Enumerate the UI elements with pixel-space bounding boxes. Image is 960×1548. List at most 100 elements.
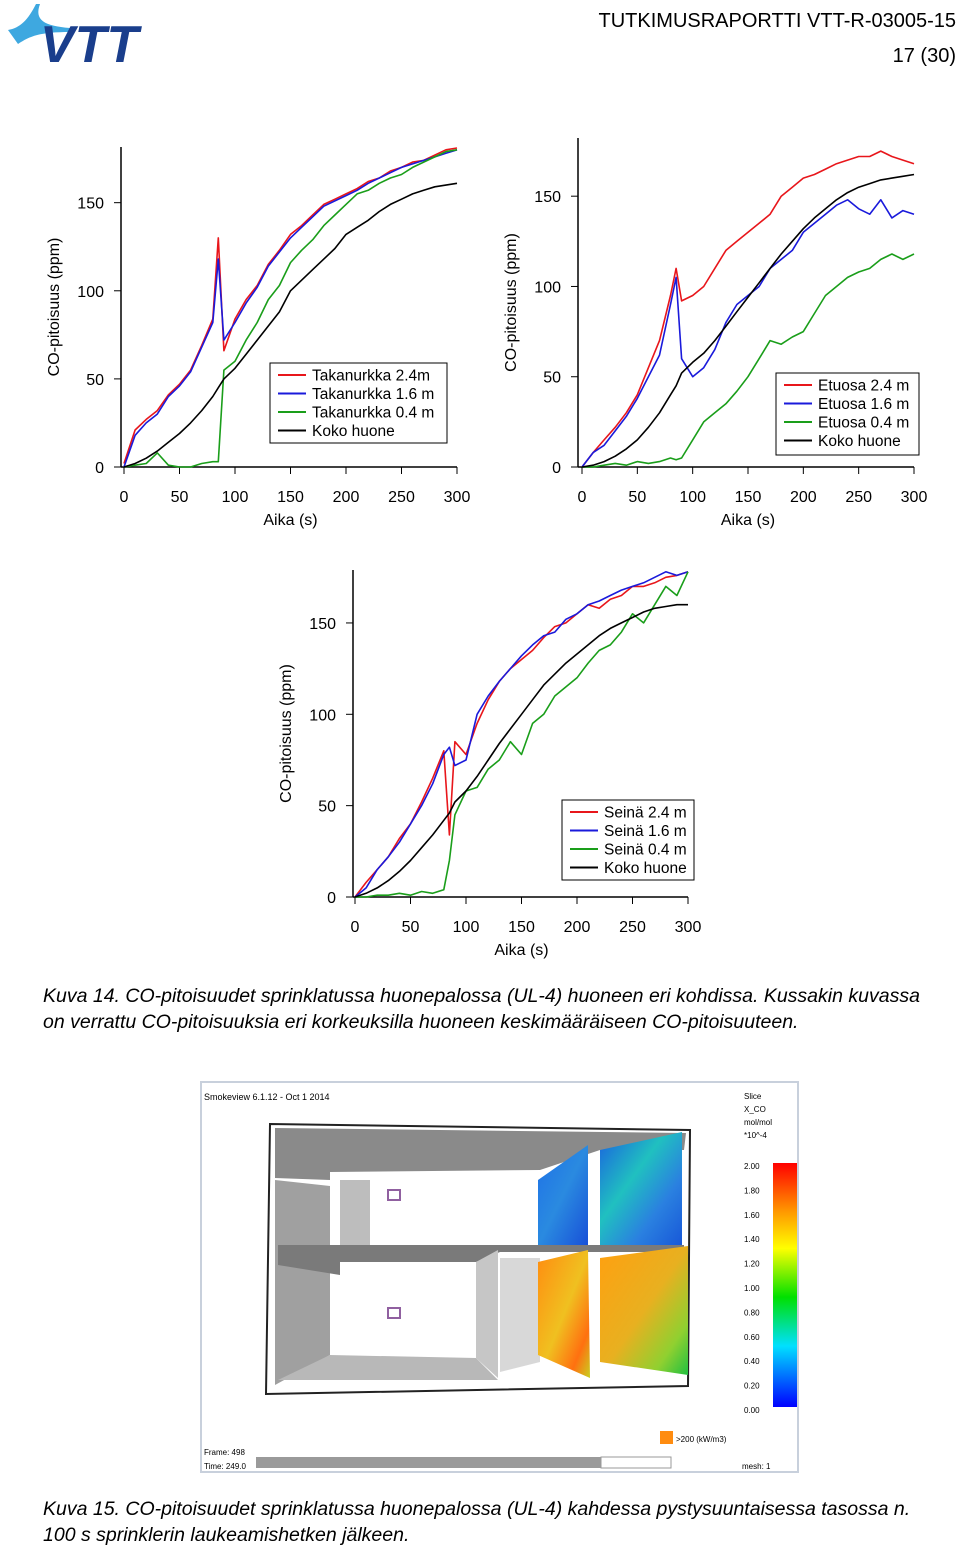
- slice-label: Slice: [744, 1092, 762, 1101]
- caption: Kuva 15. CO-pitoisuudet sprinklatussa hu…: [43, 1498, 911, 1546]
- colorbar-label: 0.20: [744, 1382, 760, 1391]
- colorbar-label: 2.00: [744, 1162, 760, 1171]
- y-tick-label: 100: [77, 284, 104, 301]
- slice-label: X_CO: [744, 1105, 766, 1114]
- legend-label: Etuosa 1.6 m: [818, 396, 909, 413]
- y-tick-label: 150: [77, 196, 104, 213]
- time-bar: [256, 1457, 601, 1468]
- colorbar-label: 1.80: [744, 1186, 760, 1195]
- x-tick-label: 0: [351, 919, 360, 936]
- y-tick-label: 50: [543, 370, 561, 387]
- data-line: [581, 199, 915, 468]
- data-line: [582, 253, 915, 468]
- x-tick-label: 250: [619, 919, 646, 936]
- hrr-legend: >200 (kW/m3): [676, 1435, 727, 1444]
- time-bar-rest: [600, 1456, 672, 1469]
- x-tick-label: 150: [735, 489, 762, 506]
- x-tick-label: 100: [679, 489, 706, 506]
- legend-label: Takanurkka 0.4 m: [312, 405, 434, 422]
- floor-slab: [278, 1245, 684, 1275]
- screenshot: Smokeview 6.1.12 - Oct 1 2014 >200 (kW/m…: [200, 1081, 799, 1473]
- legend-label: Takanurkka 2.4m: [312, 368, 430, 385]
- wall: [476, 1250, 498, 1378]
- window-title: Smokeview 6.1.12 - Oct 1 2014: [204, 1092, 330, 1102]
- x-axis-label: Aika (s): [721, 512, 775, 529]
- x-tick-label: 200: [564, 919, 591, 936]
- y-tick-label: 0: [327, 890, 336, 907]
- legend-label: Etuosa 2.4 m: [818, 378, 909, 395]
- slice-panel: [538, 1250, 590, 1378]
- data-line: [354, 571, 689, 898]
- logo: VTT: [40, 16, 142, 74]
- x-tick-label: 250: [845, 489, 872, 506]
- x-tick-label: 200: [333, 489, 360, 506]
- page-number: 17 (30): [893, 45, 956, 67]
- legend-label: Takanurkka 1.6 m: [312, 386, 434, 403]
- y-axis-label: CO-pitoisuus (ppm): [503, 233, 520, 372]
- y-tick-label: 100: [534, 279, 561, 296]
- slice-label: mol/mol: [744, 1118, 772, 1127]
- line-chart: 0 50 100 150 0 50 100 150 200 250 300 Aika (s) CO-pi…: [503, 138, 927, 529]
- legend-label: Seinä 2.4 m: [604, 805, 687, 822]
- x-axis-label: Aika (s): [494, 942, 548, 959]
- y-tick-label: 100: [309, 707, 336, 724]
- hrr-swatch: [660, 1431, 673, 1444]
- x-tick-label: 200: [790, 489, 817, 506]
- slice-label: *10^-4: [744, 1131, 767, 1140]
- frame-label: Frame: 498: [204, 1448, 245, 1457]
- colorbar-label: 1.00: [744, 1284, 760, 1293]
- legend-label: Seinä 1.6 m: [604, 823, 687, 840]
- colorbar-label: 1.20: [744, 1260, 760, 1269]
- x-tick-label: 250: [388, 489, 415, 506]
- y-axis-label: CO-pitoisuus (ppm): [46, 238, 63, 377]
- x-tick-label: 0: [120, 489, 129, 506]
- x-tick-label: 150: [508, 919, 535, 936]
- y-tick-label: 50: [318, 799, 336, 816]
- y-tick-label: 0: [552, 460, 561, 477]
- legend-label: Etuosa 0.4 m: [818, 415, 909, 432]
- floor: [278, 1355, 498, 1380]
- y-tick-label: 50: [86, 372, 104, 389]
- colorbar-label: 0.40: [744, 1357, 760, 1366]
- legend-label: Koko huone: [818, 433, 901, 450]
- mesh-label: mesh: 1: [742, 1462, 771, 1471]
- line-chart: 0 50 100 150 0 50 100 150 200 250 300 Aika (s) CO-pi…: [46, 147, 470, 529]
- wall: [275, 1180, 330, 1385]
- wall: [275, 1128, 686, 1180]
- slice-panel: [600, 1132, 682, 1245]
- legend-label: Koko huone: [312, 423, 395, 440]
- wall: [340, 1180, 370, 1245]
- data-line: [123, 149, 458, 468]
- data-line: [123, 182, 458, 468]
- x-tick-label: 150: [277, 489, 304, 506]
- x-tick-label: 300: [901, 489, 928, 506]
- report-id: TUTKIMUSRAPORTTI VTT-R-03005-15: [599, 10, 956, 32]
- x-axis-label: Aika (s): [263, 512, 317, 529]
- data-line: [354, 603, 688, 898]
- x-tick-label: 50: [171, 489, 189, 506]
- caption: Kuva 14. CO-pitoisuudet sprinklatussa hu…: [43, 985, 920, 1033]
- x-tick-label: 50: [628, 489, 646, 506]
- legend-label: Koko huone: [604, 860, 687, 877]
- data-line: [355, 571, 689, 898]
- x-tick-label: 0: [578, 489, 587, 506]
- colorbar-label: 0.00: [744, 1406, 760, 1415]
- x-tick-label: 100: [453, 919, 480, 936]
- y-axis-label: CO-pitoisuus (ppm): [278, 664, 295, 803]
- colorbar: [773, 1163, 797, 1407]
- data-line: [123, 149, 458, 468]
- y-tick-label: 0: [95, 460, 104, 477]
- slice-panel: [538, 1145, 588, 1245]
- y-tick-label: 150: [534, 189, 561, 206]
- colorbar-label: 0.80: [744, 1308, 760, 1317]
- x-tick-label: 50: [402, 919, 420, 936]
- time-label: Time: 249.0: [204, 1462, 246, 1471]
- x-tick-label: 100: [222, 489, 249, 506]
- y-tick-label: 150: [309, 616, 336, 633]
- colorbar-label: 1.60: [744, 1211, 760, 1220]
- legend-label: Seinä 0.4 m: [604, 842, 687, 859]
- data-line: [581, 173, 915, 468]
- colorbar-label: 0.60: [744, 1333, 760, 1342]
- sprinkler: [387, 1307, 401, 1319]
